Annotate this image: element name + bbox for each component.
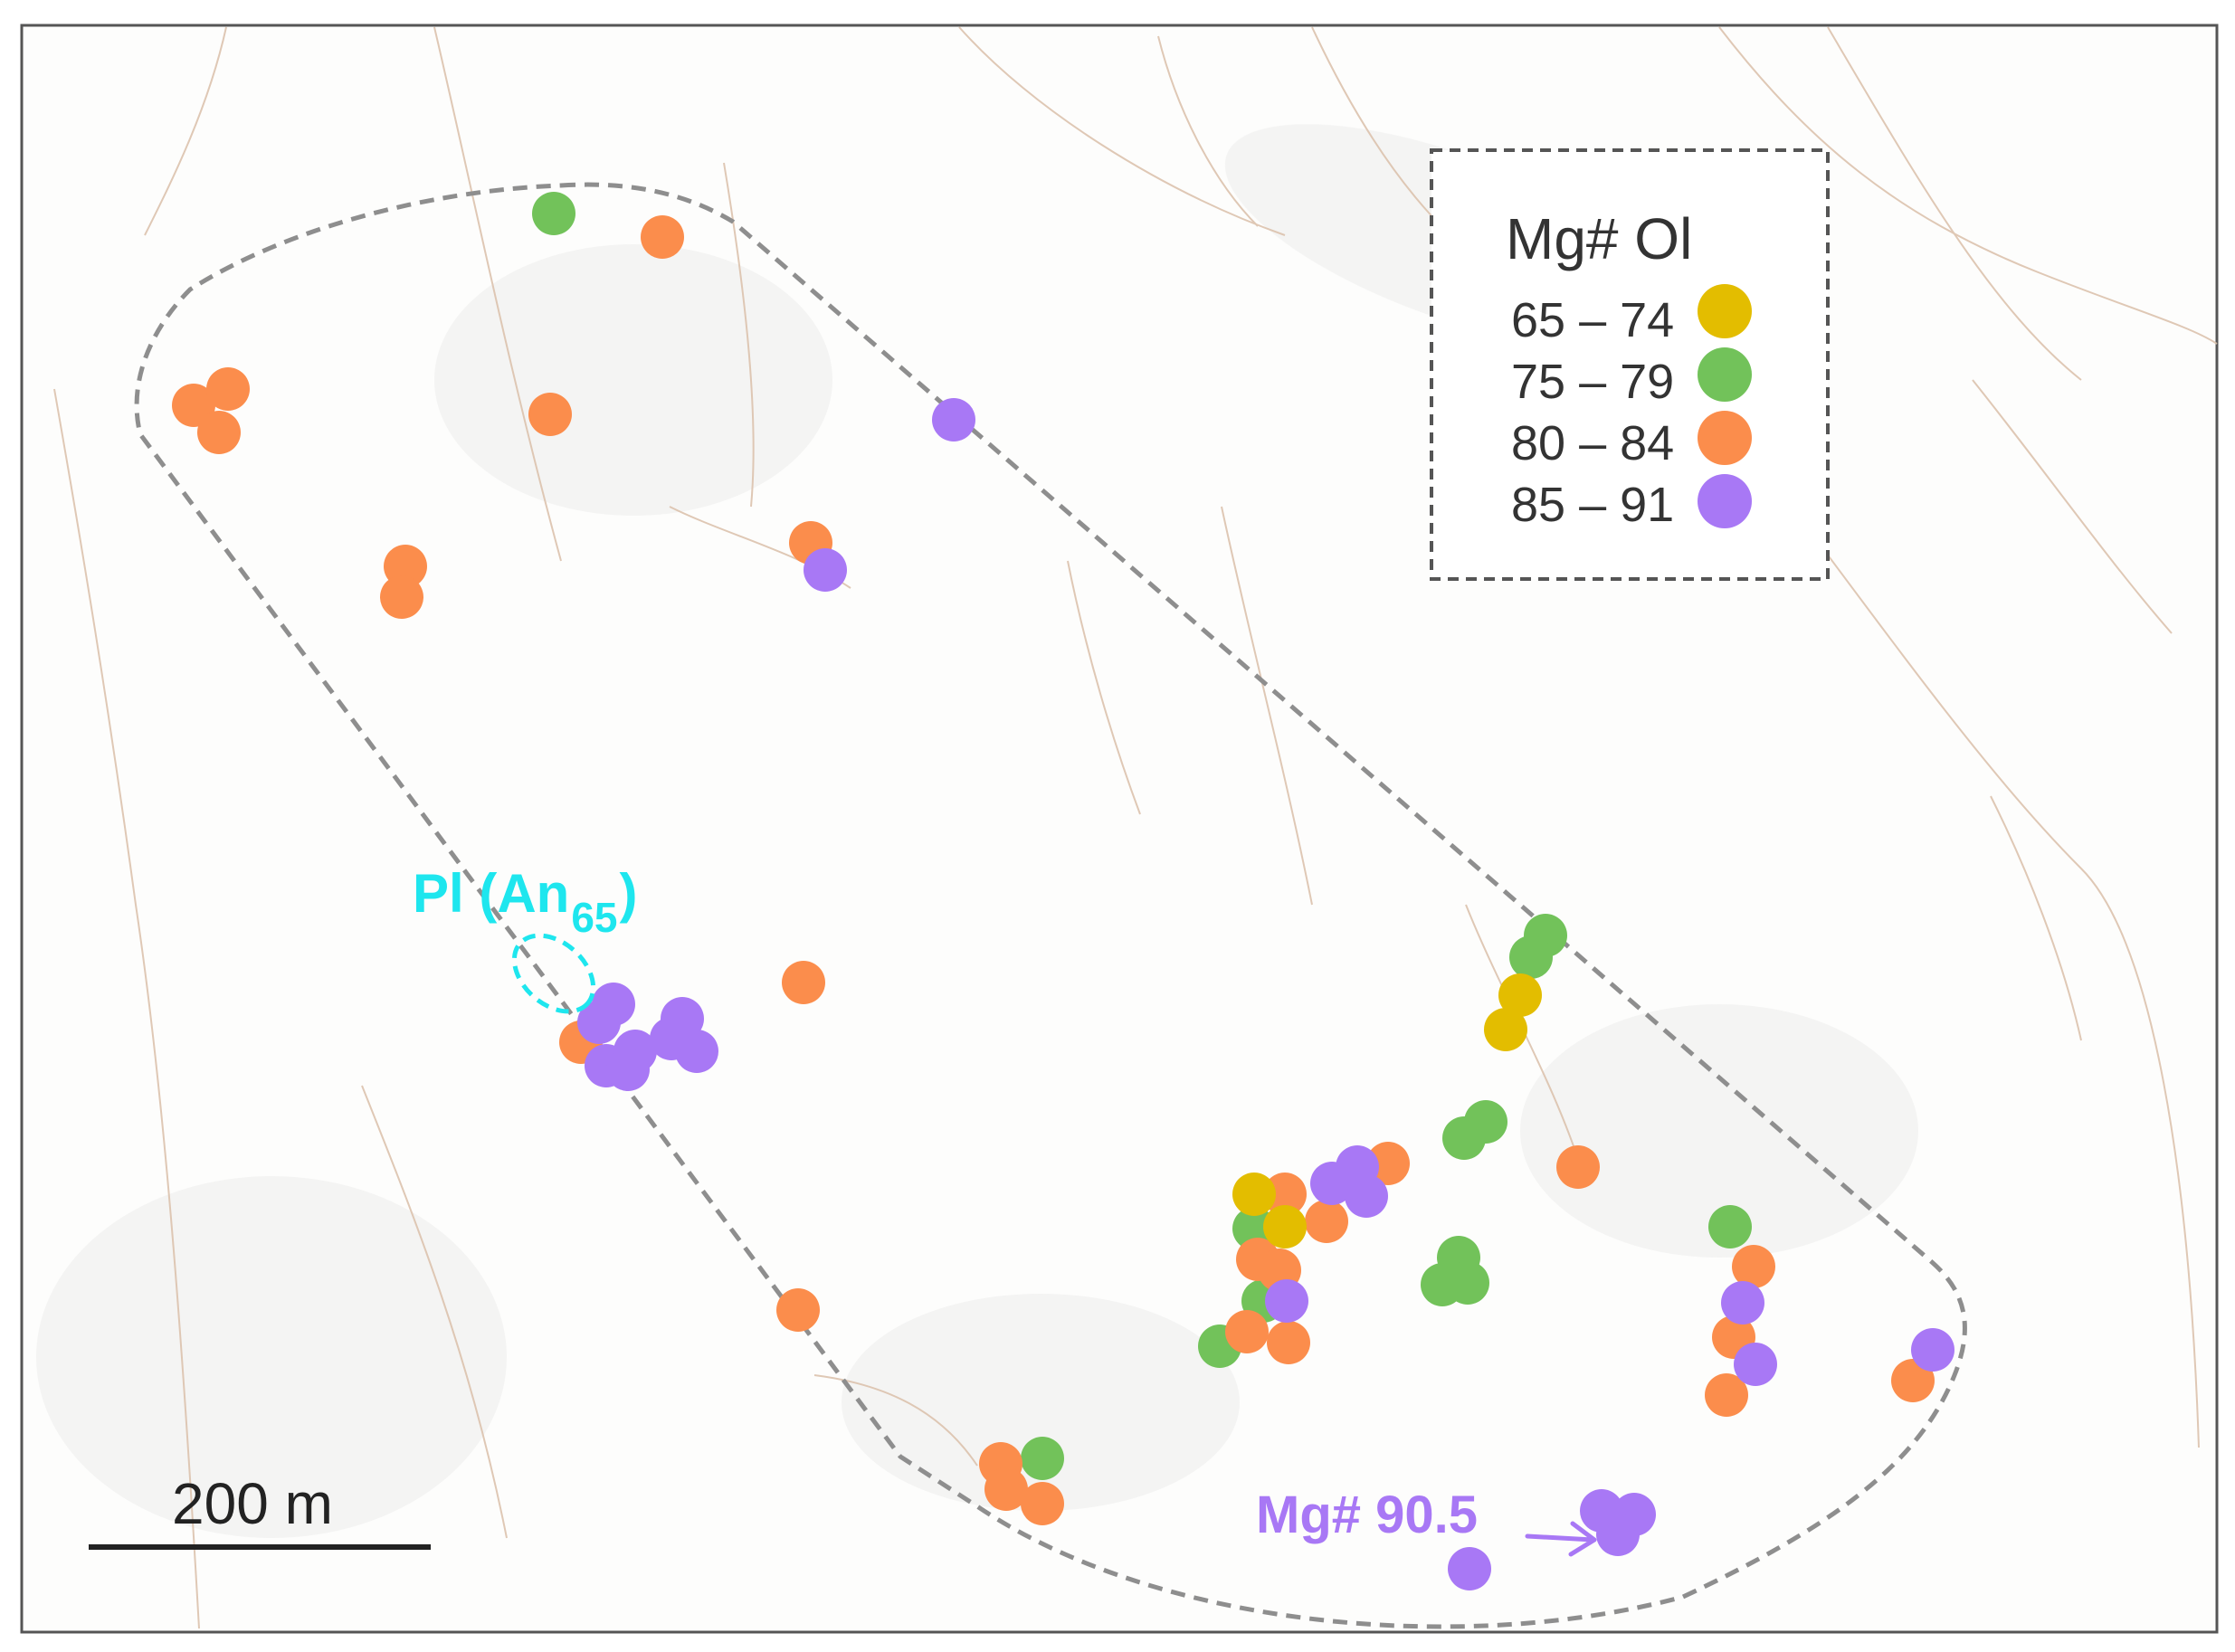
sample-point-orange [776, 1288, 820, 1332]
plagioclase-label: Pl (An65) [413, 863, 637, 941]
sample-point-green [1442, 1116, 1486, 1160]
plagioclase-subscript: 65 [571, 894, 617, 941]
contour-lines [53, 26, 2218, 1629]
sample-point-orange [984, 1467, 1028, 1511]
sample-point-purple [1265, 1279, 1308, 1323]
sample-point-yellow [1232, 1173, 1276, 1216]
sample-point-orange [1225, 1310, 1269, 1353]
legend-label-2: 75 – 79 [1511, 355, 1674, 409]
sample-point-purple [1448, 1547, 1491, 1590]
sample-point-purple [675, 1030, 718, 1073]
sample-point-purple [577, 1001, 621, 1044]
sample-point-orange [528, 393, 572, 436]
sample-point-purple [606, 1048, 650, 1091]
sample-point-purple [1734, 1343, 1777, 1386]
legend-label-4: 85 – 91 [1511, 478, 1674, 532]
sample-point-orange [782, 961, 825, 1004]
max-mg-label: Mg# 90.5 [1256, 1486, 1478, 1544]
plagioclase-annotation: Pl (An65) [413, 863, 637, 1014]
legend-swatch-1 [1698, 284, 1752, 338]
arrow-icon [1525, 1521, 1597, 1557]
sample-point-orange [1556, 1145, 1600, 1189]
legend-label-3: 80 – 84 [1511, 416, 1674, 470]
sample-point-orange [206, 367, 250, 411]
sample-point-green [532, 192, 575, 235]
legend-title: Mg# Ol [1506, 206, 1692, 271]
sample-point-green [1509, 935, 1553, 979]
sample-point-green [1446, 1261, 1489, 1305]
sample-point-orange [1732, 1245, 1775, 1288]
plagioclase-ellipse [511, 933, 596, 1014]
sample-point-orange [380, 575, 423, 619]
legend: Mg# Ol 65 – 74 75 – 79 80 – 84 85 – 91 [1430, 148, 1830, 581]
sample-point-yellow [1263, 1205, 1307, 1248]
sample-point-orange [1263, 1173, 1307, 1216]
sample-point-orange [1021, 1482, 1064, 1525]
scale-bar-label: 200 m [172, 1471, 333, 1536]
max-mg-annotation: Mg# 90.5 [1256, 1486, 1597, 1557]
sample-point-purple [1596, 1513, 1640, 1556]
plagioclase-prefix: Pl (An [413, 863, 569, 924]
sample-point-purple [1911, 1328, 1954, 1372]
sample-point-orange [641, 215, 684, 259]
study-area-boundary [134, 182, 1967, 1629]
sample-point-purple [804, 548, 847, 592]
sample-point-purple [1345, 1174, 1388, 1218]
plagioclase-suffix: ) [620, 863, 638, 924]
sample-point-orange [1267, 1321, 1310, 1364]
legend-label-1: 65 – 74 [1511, 293, 1674, 347]
sample-point-orange [1891, 1359, 1935, 1402]
sample-point-yellow [1484, 1008, 1527, 1051]
legend-swatch-3 [1698, 411, 1752, 465]
sample-point-green [1708, 1205, 1752, 1248]
sample-points [172, 192, 1954, 1590]
legend-swatch-4 [1698, 474, 1752, 528]
sample-point-orange [1705, 1373, 1748, 1417]
sample-point-orange [197, 411, 241, 454]
legend-swatch-2 [1698, 347, 1752, 402]
sample-point-green [1021, 1437, 1064, 1480]
sample-point-yellow [1498, 973, 1542, 1017]
scale-bar: 200 m [89, 1471, 431, 1550]
sample-point-purple [932, 398, 975, 441]
sample-point-purple [1721, 1281, 1764, 1324]
sample-point-orange [1305, 1200, 1348, 1243]
sample-point-orange [172, 384, 215, 427]
legend-box [1430, 148, 1830, 581]
